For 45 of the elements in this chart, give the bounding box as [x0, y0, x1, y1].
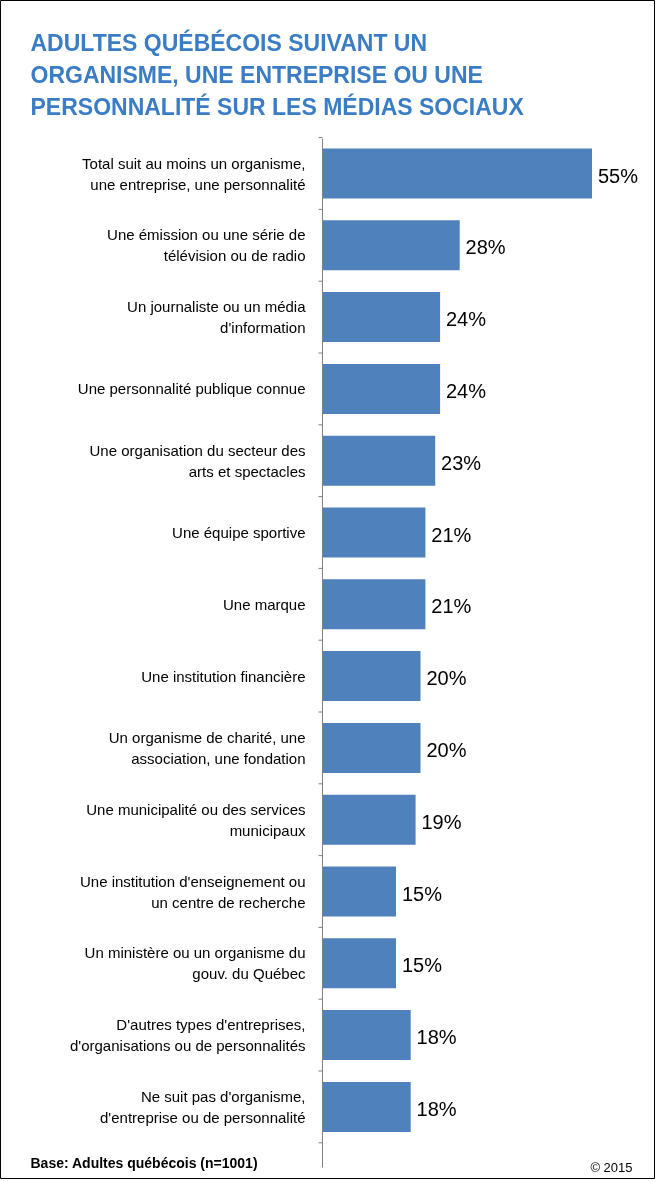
data-label: 23%	[441, 451, 482, 474]
bar	[322, 435, 436, 486]
data-label: 24%	[445, 379, 487, 402]
bar	[322, 794, 416, 845]
y-tick-label: Une émission ou une série de télévision ou de radio	[107, 226, 306, 265]
data-label: 18%	[416, 1097, 457, 1120]
data-label: 21%	[431, 595, 472, 618]
text: Base: Adultes québécois (n=1001)	[30, 1154, 258, 1171]
bar	[322, 507, 426, 558]
y-tick-label: Ne suit pas d'organisme, d'entreprise ou de personnalité	[100, 1087, 306, 1126]
bar	[322, 579, 426, 630]
bar	[322, 1010, 411, 1061]
data-label: 15%	[401, 954, 443, 977]
data-label: 28%	[465, 236, 506, 259]
y-tick-label: Total suit au moins un organisme, une entreprise, une personnalité	[82, 154, 306, 193]
y-tick-label: Une municipalité ou des services municipaux	[86, 800, 306, 839]
y-tick-label: Une marque	[222, 595, 306, 613]
bar	[322, 1081, 411, 1132]
y-tick-label: Une organisation du secteur des arts et spectacles	[89, 441, 306, 480]
data-label: 18%	[416, 1026, 457, 1049]
y-tick-label: Une équipe sportive	[172, 524, 306, 541]
data-label: 21%	[431, 523, 472, 546]
y-tick-label: D'autres types d'entreprises, d'organisations ou de personnalités	[69, 1016, 306, 1055]
bar	[322, 220, 460, 271]
y-tick-label: Un journaliste ou un média d'information	[127, 298, 307, 337]
data-label: 20%	[426, 667, 467, 690]
data-label: 24%	[445, 308, 487, 331]
y-tick-label: Un ministère ou un organisme du gouv. du Québec	[84, 944, 306, 983]
annotation: © 2015	[590, 1160, 633, 1175]
y-tick-label: Un organisme de charité, une association, une fondation	[108, 728, 306, 767]
bar	[322, 148, 592, 199]
data-label: 15%	[401, 882, 443, 905]
bar	[322, 363, 441, 414]
y-tick-label: Une institution d'enseignement ou un centre de recherche	[79, 872, 306, 911]
data-label: 20%	[426, 738, 467, 761]
chart-title: ADULTES QUÉBÉCOIS SUIVANT UN ORGANISME, UNE ENTREPRISE OU UNE PERSONNALITÉ SUR LES MÉDIAS SOCIAUX	[30, 28, 525, 120]
bar	[322, 651, 421, 702]
data-label: 55%	[597, 164, 639, 187]
bar	[322, 292, 441, 343]
y-tick-label: Une personnalité publique connue	[77, 380, 306, 398]
bar	[322, 866, 396, 917]
data-label: 19%	[421, 810, 462, 833]
bar	[322, 722, 421, 773]
bar	[322, 938, 396, 989]
y-tick-label: Une institution financière	[141, 667, 306, 685]
